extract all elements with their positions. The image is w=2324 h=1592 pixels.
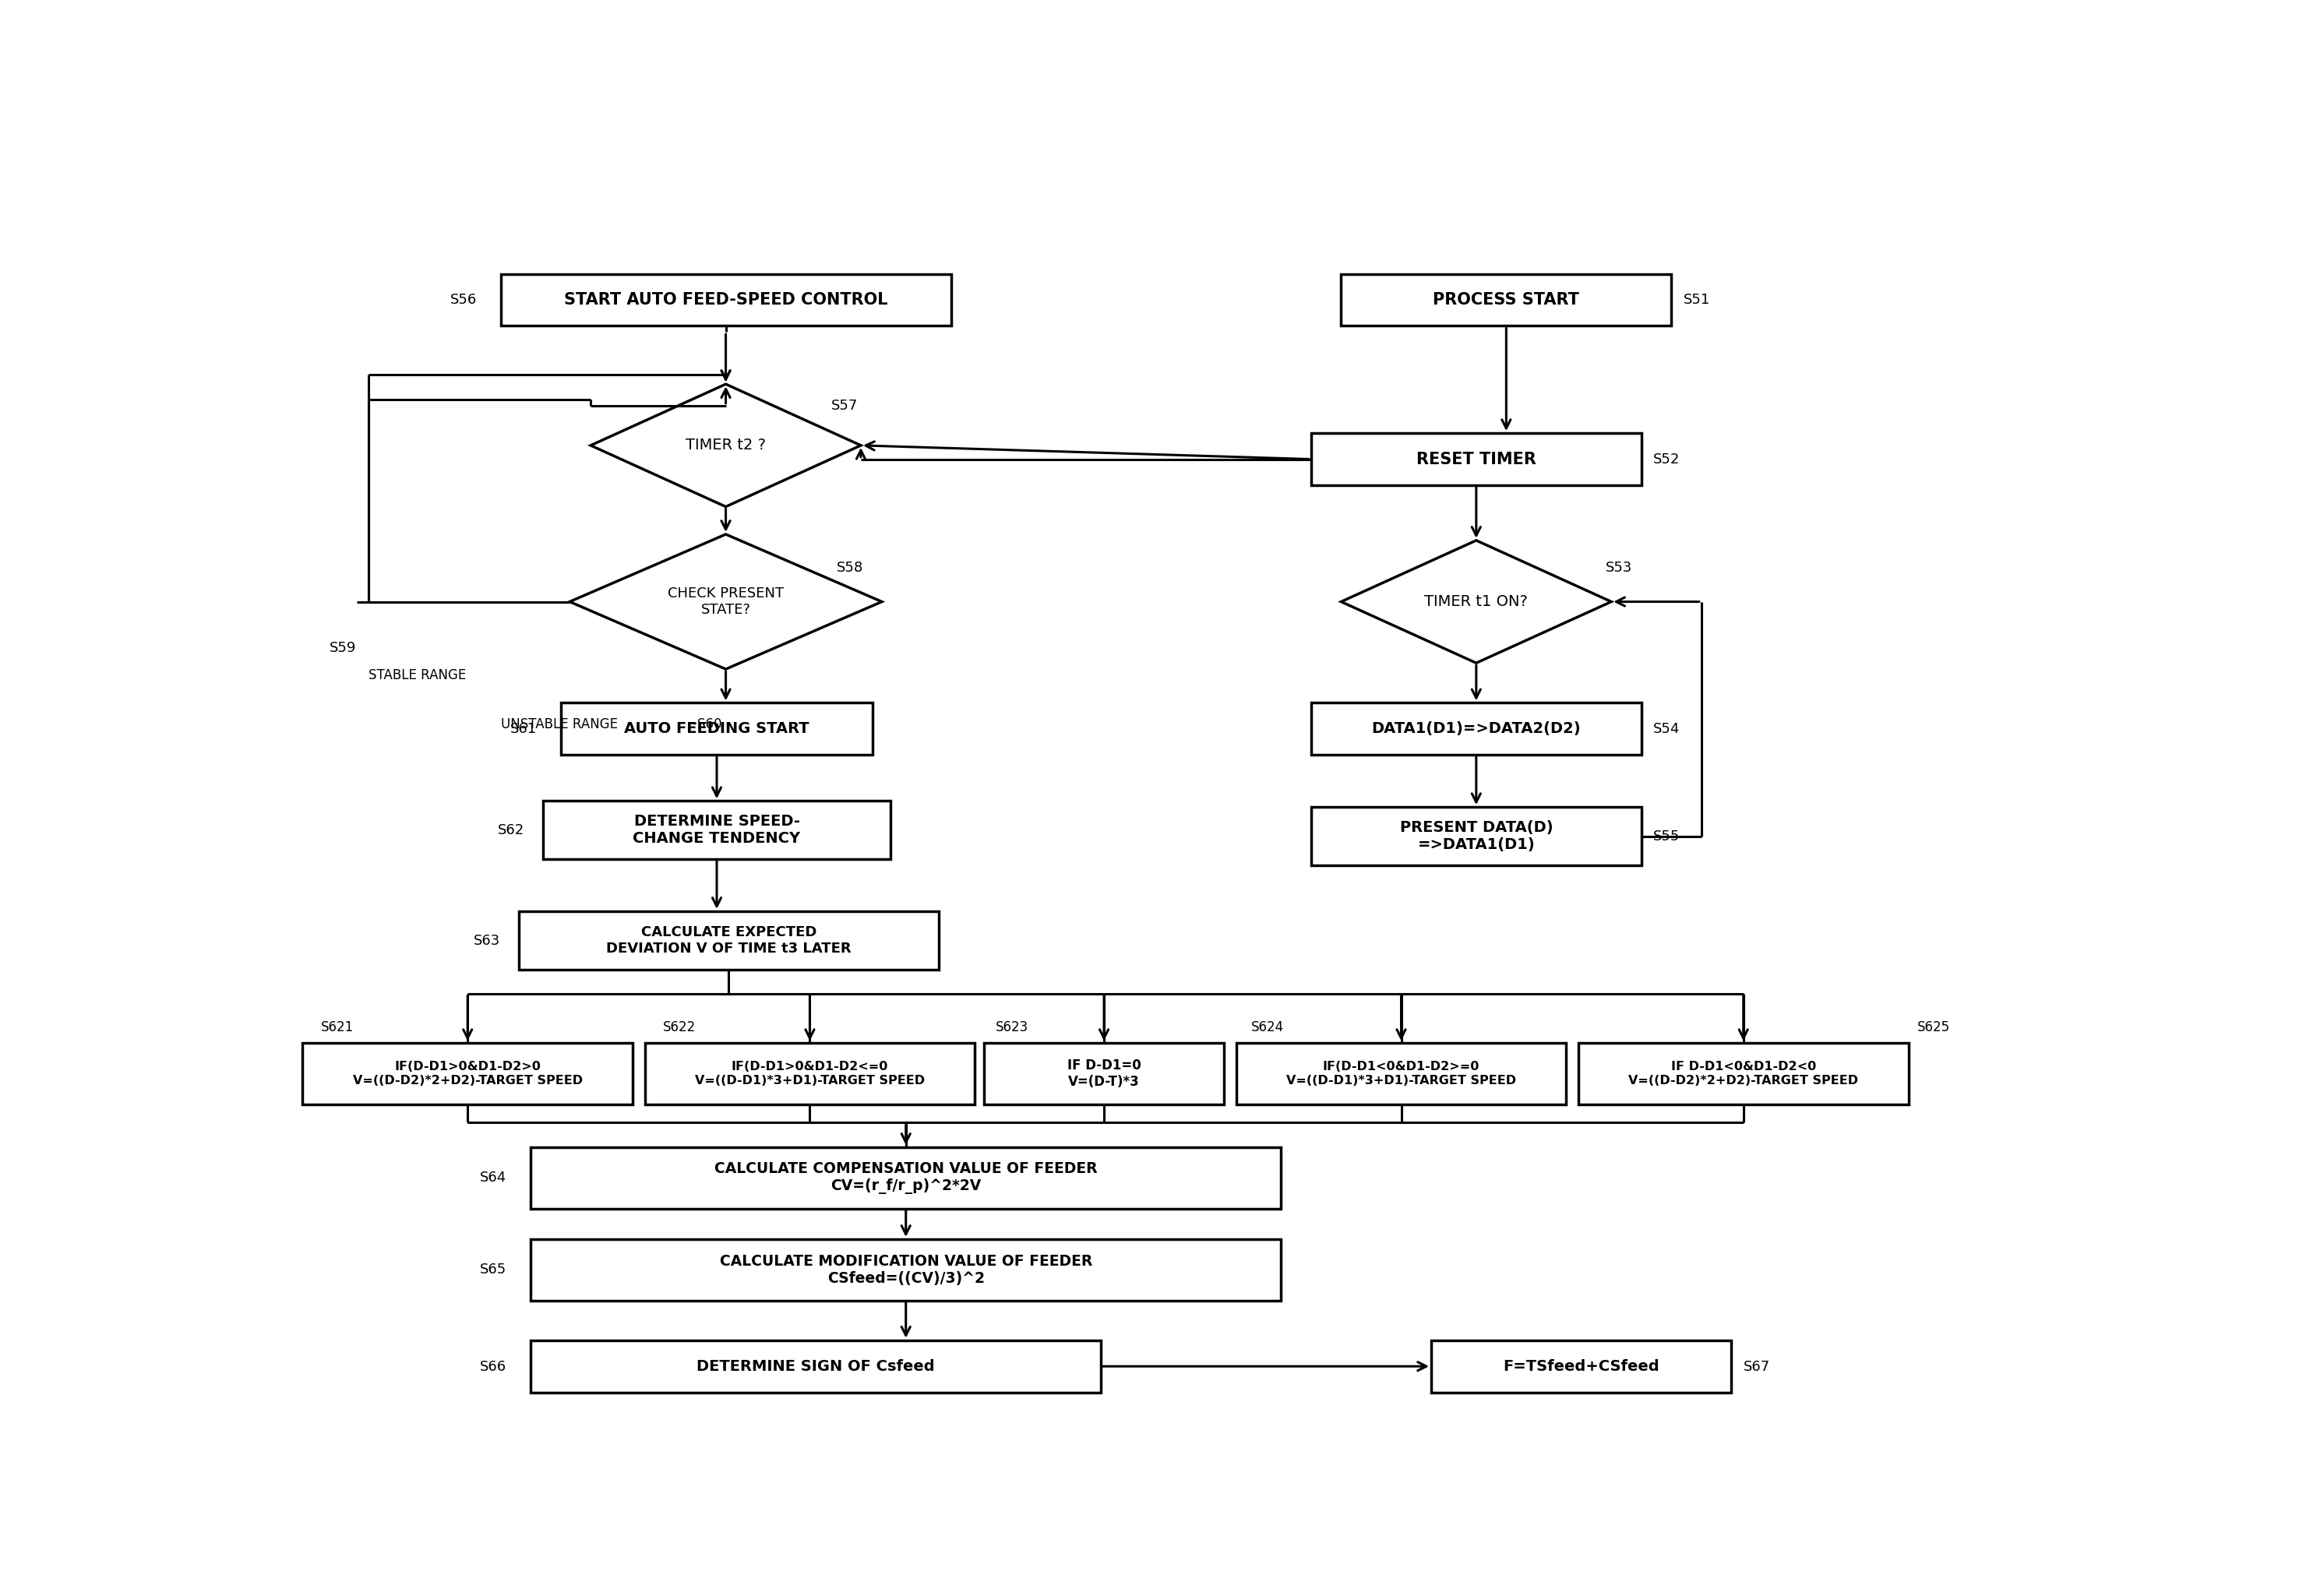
Text: CHECK PRESENT
STATE?: CHECK PRESENT STATE? [667,586,783,616]
Bar [644,1043,976,1105]
Bar [500,274,951,326]
Text: S54: S54 [1652,723,1680,736]
Text: S621: S621 [321,1020,353,1035]
Text: S65: S65 [481,1262,507,1277]
Text: PRESENT DATA(D)
=>DATA1(D1): PRESENT DATA(D) =>DATA1(D1) [1399,820,1552,852]
Bar [560,702,874,755]
Text: AUTO FEEDING START: AUTO FEEDING START [625,721,809,736]
Text: S58: S58 [837,560,865,575]
Bar [1432,1340,1731,1393]
Bar [544,801,890,860]
Polygon shape [590,384,860,506]
Text: S623: S623 [997,1020,1030,1035]
Polygon shape [1341,540,1611,662]
Text: S63: S63 [474,933,500,947]
Text: S64: S64 [481,1170,507,1184]
Text: RESET TIMER: RESET TIMER [1415,452,1536,466]
Text: S66: S66 [481,1360,507,1374]
Text: PROCESS START: PROCESS START [1434,291,1580,307]
Text: S52: S52 [1652,452,1680,466]
Text: IF(D-D1<0&D1-D2>=0
V=((D-D1)*3+D1)-TARGET SPEED: IF(D-D1<0&D1-D2>=0 V=((D-D1)*3+D1)-TARGE… [1285,1060,1515,1086]
Text: TIMER t2 ?: TIMER t2 ? [686,438,767,452]
Text: START AUTO FEED-SPEED CONTROL: START AUTO FEED-SPEED CONTROL [565,291,888,307]
Bar [530,1148,1281,1208]
Text: DETERMINE SPEED-
CHANGE TENDENCY: DETERMINE SPEED- CHANGE TENDENCY [632,814,799,845]
Bar [530,1239,1281,1301]
Text: S67: S67 [1743,1360,1771,1374]
Text: F=TSfeed+CSfeed: F=TSfeed+CSfeed [1504,1360,1659,1374]
Text: IF D-D1=0
V=(D-T)*3: IF D-D1=0 V=(D-T)*3 [1067,1059,1141,1089]
Text: S622: S622 [662,1020,695,1035]
Polygon shape [569,535,881,669]
Text: IF(D-D1>0&D1-D2>0
V=((D-D2)*2+D2)-TARGET SPEED: IF(D-D1>0&D1-D2>0 V=((D-D2)*2+D2)-TARGET… [353,1060,583,1086]
Text: S62: S62 [497,823,525,837]
Text: S61: S61 [509,723,537,736]
Text: S51: S51 [1683,293,1710,307]
Bar [1236,1043,1566,1105]
Bar [1311,807,1641,866]
Bar [518,911,939,970]
Text: S53: S53 [1606,560,1631,575]
Text: DATA1(D1)=>DATA2(D2): DATA1(D1)=>DATA2(D2) [1371,721,1580,736]
Text: CALCULATE COMPENSATION VALUE OF FEEDER
CV=(r_f/r_p)^2*2V: CALCULATE COMPENSATION VALUE OF FEEDER C… [713,1162,1097,1194]
Bar [1311,702,1641,755]
Text: TIMER t1 ON?: TIMER t1 ON? [1425,594,1527,610]
Text: S625: S625 [1917,1020,1950,1035]
Text: S57: S57 [832,398,858,412]
Bar [983,1043,1225,1105]
Bar [1341,274,1671,326]
Text: STABLE RANGE: STABLE RANGE [370,669,467,683]
Bar [530,1340,1102,1393]
Bar [1311,433,1641,486]
Text: IF(D-D1>0&D1-D2<=0
V=((D-D1)*3+D1)-TARGET SPEED: IF(D-D1>0&D1-D2<=0 V=((D-D1)*3+D1)-TARGE… [695,1060,925,1086]
Text: S56: S56 [451,293,476,307]
Text: S55: S55 [1652,829,1680,844]
Text: S624: S624 [1250,1020,1283,1035]
Text: DETERMINE SIGN OF Csfeed: DETERMINE SIGN OF Csfeed [697,1360,934,1374]
Bar [302,1043,632,1105]
Text: IF D-D1<0&D1-D2<0
V=((D-D2)*2+D2)-TARGET SPEED: IF D-D1<0&D1-D2<0 V=((D-D2)*2+D2)-TARGET… [1629,1060,1859,1086]
Text: UNSTABLE RANGE: UNSTABLE RANGE [500,718,618,731]
Text: CALCULATE MODIFICATION VALUE OF FEEDER
CSfeed=((CV)/3)^2: CALCULATE MODIFICATION VALUE OF FEEDER C… [720,1254,1092,1286]
Text: S59: S59 [330,640,356,654]
Text: CALCULATE EXPECTED
DEVIATION V OF TIME t3 LATER: CALCULATE EXPECTED DEVIATION V OF TIME t… [607,925,851,955]
Text: ~S60: ~S60 [688,718,723,731]
Bar [1578,1043,1908,1105]
